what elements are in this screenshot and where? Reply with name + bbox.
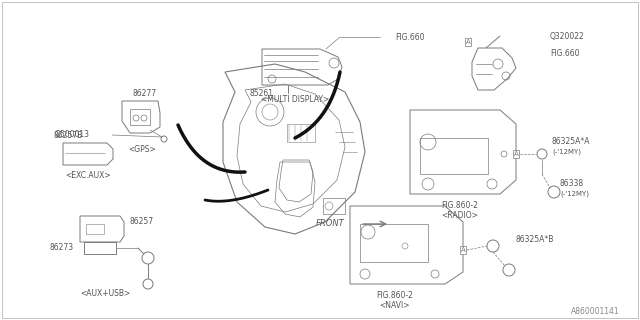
Bar	[360, 224, 428, 262]
Text: 85261: 85261	[250, 89, 274, 98]
Text: Q320022: Q320022	[550, 31, 585, 41]
Text: 86257: 86257	[130, 218, 154, 227]
Bar	[86, 224, 104, 234]
Text: A: A	[514, 151, 518, 157]
Text: FRONT: FRONT	[316, 220, 345, 228]
Text: <NAVI>: <NAVI>	[380, 301, 410, 310]
Text: 86273: 86273	[50, 244, 74, 252]
Text: 86325A*B: 86325A*B	[515, 236, 554, 244]
Text: <GPS>: <GPS>	[128, 145, 156, 154]
Text: A: A	[466, 39, 470, 45]
Text: 86338: 86338	[560, 180, 584, 188]
Text: 86257B: 86257B	[53, 131, 83, 140]
Text: FIG.860-2: FIG.860-2	[442, 202, 479, 211]
Text: FIG.660: FIG.660	[395, 33, 424, 42]
Text: 86325A*A: 86325A*A	[552, 138, 591, 147]
Text: Q500013: Q500013	[55, 131, 90, 140]
Text: A: A	[461, 247, 465, 253]
Bar	[420, 138, 488, 174]
Text: <AUX+USB>: <AUX+USB>	[80, 290, 130, 299]
Text: <RADIO>: <RADIO>	[442, 212, 479, 220]
Text: FIG.860-2: FIG.860-2	[376, 292, 413, 300]
Text: <MULTI DISPLAY>: <MULTI DISPLAY>	[261, 94, 329, 103]
Text: (-'12MY): (-'12MY)	[560, 191, 589, 197]
Text: 86277: 86277	[133, 89, 157, 98]
Bar	[323, 198, 345, 214]
Bar	[130, 109, 150, 125]
Text: A860001141: A860001141	[572, 308, 620, 316]
Text: FIG.660: FIG.660	[550, 50, 579, 59]
Text: <EXC.AUX>: <EXC.AUX>	[65, 171, 111, 180]
Bar	[287, 124, 315, 142]
Text: (-'12MY): (-'12MY)	[552, 149, 581, 155]
